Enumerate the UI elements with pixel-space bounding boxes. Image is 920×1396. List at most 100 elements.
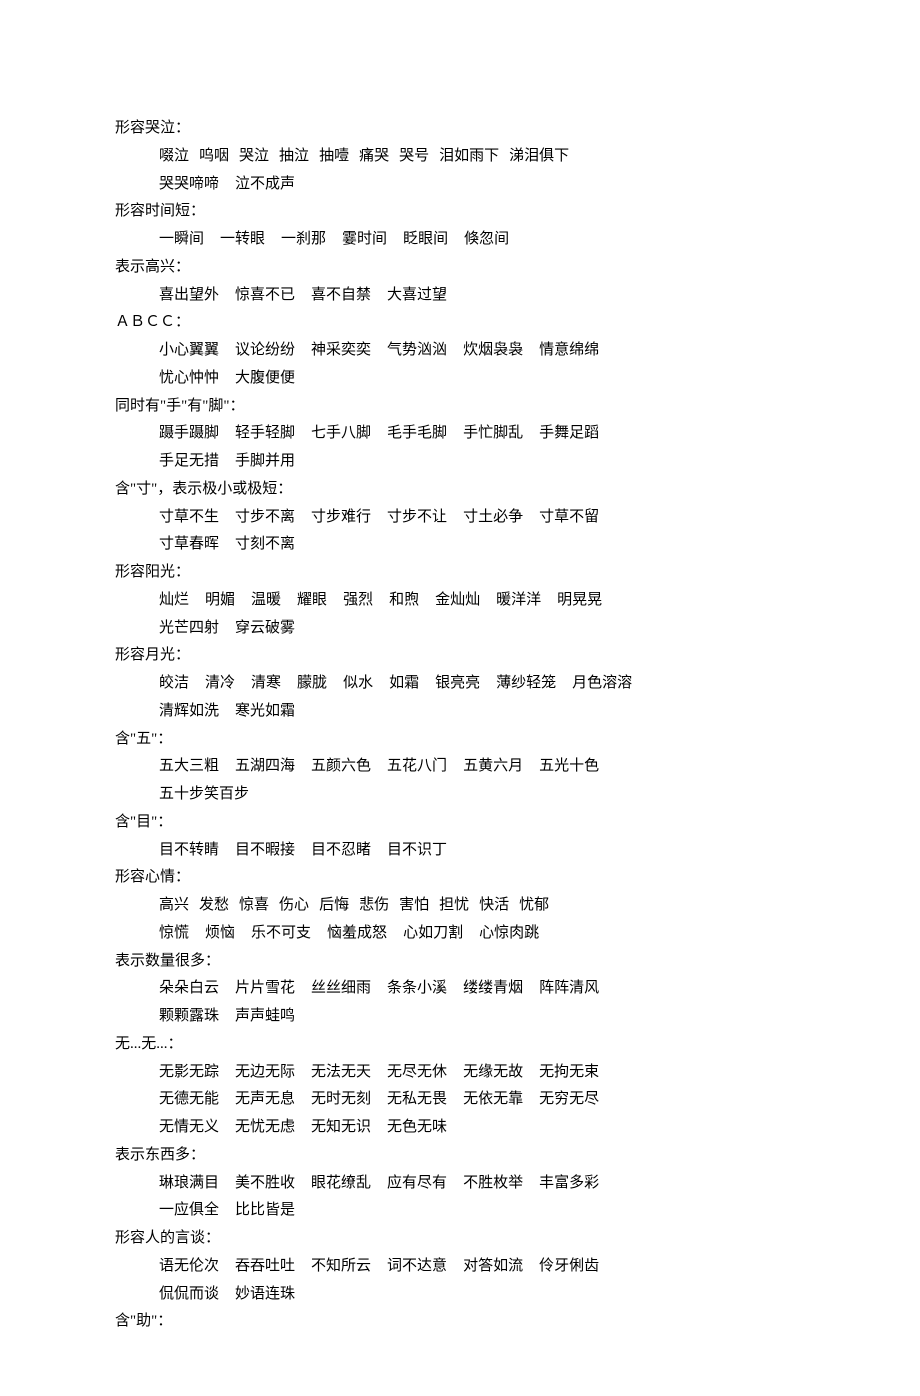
word: 痛哭 xyxy=(359,148,389,164)
word: 泣不成声 xyxy=(235,176,295,192)
word: 无色无味 xyxy=(387,1119,447,1135)
word: 无私无畏 xyxy=(387,1091,447,1107)
section: ＡＢＣＣ：小心翼翼议论纷纷神采奕奕气势汹汹炊烟袅袅情意绵绵忧心忡忡大腹便便 xyxy=(115,309,805,392)
word: 一瞬间 xyxy=(159,231,204,247)
word: 大喜过望 xyxy=(387,287,447,303)
word: 泪如雨下 xyxy=(439,148,499,164)
word: 惊喜不已 xyxy=(235,287,295,303)
word-line: 惊慌烦恼乐不可支恼羞成怒心如刀割心惊肉跳 xyxy=(115,920,805,948)
section: 同时有"手"有"脚"：蹑手蹑脚轻手轻脚七手八脚毛手毛脚手忙脚乱手舞足蹈手足无措手… xyxy=(115,393,805,476)
word-line: 清辉如洗寒光如霜 xyxy=(115,698,805,726)
word: 金灿灿 xyxy=(435,592,480,608)
word: 明媚 xyxy=(205,592,235,608)
word: 颗颗露珠 xyxy=(159,1008,219,1024)
word: 五花八门 xyxy=(387,758,447,774)
word: 词不达意 xyxy=(387,1258,447,1274)
word: 美不胜收 xyxy=(235,1175,295,1191)
word: 轻手轻脚 xyxy=(235,425,295,441)
word: 似水 xyxy=(343,675,373,691)
word: 霎时间 xyxy=(342,231,387,247)
word-line: 朵朵白云片片雪花丝丝细雨条条小溪缕缕青烟阵阵清风 xyxy=(115,975,805,1003)
word-line: 无影无踪无边无际无法无天无尽无休无缘无故无拘无束 xyxy=(115,1059,805,1087)
word: 神采奕奕 xyxy=(311,342,371,358)
word-line: 琳琅满目美不胜收眼花缭乱应有尽有不胜枚举丰富多彩 xyxy=(115,1170,805,1198)
word: 无影无踪 xyxy=(159,1064,219,1080)
word: 穿云破雾 xyxy=(235,620,295,636)
word: 明晃晃 xyxy=(557,592,602,608)
word: 发愁 xyxy=(199,897,229,913)
section-heading: 表示数量很多： xyxy=(115,948,805,976)
word: 目不暇接 xyxy=(235,842,295,858)
word: 惊慌 xyxy=(159,925,189,941)
section: 形容人的言谈：语无伦次吞吞吐吐不知所云词不达意对答如流伶牙俐齿侃侃而谈妙语连珠 xyxy=(115,1225,805,1308)
word-line: 五大三粗五湖四海五颜六色五花八门五黄六月五光十色 xyxy=(115,753,805,781)
word: 温暖 xyxy=(251,592,281,608)
word: 炊烟袅袅 xyxy=(463,342,523,358)
word: 目不识丁 xyxy=(387,842,447,858)
word: 清冷 xyxy=(205,675,235,691)
word: 比比皆是 xyxy=(235,1202,295,1218)
word: 七手八脚 xyxy=(311,425,371,441)
word: 五大三粗 xyxy=(159,758,219,774)
word-line: 颗颗露珠声声蛙鸣 xyxy=(115,1003,805,1031)
word: 寸草春晖 xyxy=(159,536,219,552)
word: 喜不自禁 xyxy=(311,287,371,303)
word: 清寒 xyxy=(251,675,281,691)
word: 五黄六月 xyxy=(463,758,523,774)
word: 耀眼 xyxy=(297,592,327,608)
section: 含"助"： xyxy=(115,1308,805,1336)
word: 后悔 xyxy=(319,897,349,913)
section: 含"寸"，表示极小或极短：寸草不生寸步不离寸步难行寸步不让寸土必争寸草不留寸草春… xyxy=(115,476,805,559)
word-line: 忧心忡忡大腹便便 xyxy=(115,365,805,393)
section: 无...无...：无影无踪无边无际无法无天无尽无休无缘无故无拘无束无德无能无声无… xyxy=(115,1031,805,1142)
section: 含"目"：目不转睛目不暇接目不忍睹目不识丁 xyxy=(115,809,805,865)
word: 阵阵清风 xyxy=(539,980,599,996)
word: 暖洋洋 xyxy=(496,592,541,608)
word: 丰富多彩 xyxy=(539,1175,599,1191)
section: 形容心情：高兴发愁惊喜伤心后悔悲伤害怕担忧快活忧郁惊慌烦恼乐不可支恼羞成怒心如刀… xyxy=(115,864,805,947)
word: 哭泣 xyxy=(239,148,269,164)
word-line: 无德无能无声无息无时无刻无私无畏无依无靠无穷无尽 xyxy=(115,1086,805,1114)
section: 表示数量很多：朵朵白云片片雪花丝丝细雨条条小溪缕缕青烟阵阵清风颗颗露珠声声蛙鸣 xyxy=(115,948,805,1031)
section: 形容阳光：灿烂明媚温暖耀眼强烈和煦金灿灿暖洋洋明晃晃光芒四射穿云破雾 xyxy=(115,559,805,642)
section-heading: 形容哭泣： xyxy=(115,115,805,143)
word: 快活 xyxy=(479,897,509,913)
word: 一转眼 xyxy=(220,231,265,247)
word: 无缘无故 xyxy=(463,1064,523,1080)
word-line: 高兴发愁惊喜伤心后悔悲伤害怕担忧快活忧郁 xyxy=(115,892,805,920)
word: 侃侃而谈 xyxy=(159,1286,219,1302)
word: 手忙脚乱 xyxy=(463,425,523,441)
section: 形容时间短：一瞬间一转眼一刹那霎时间眨眼间倏忽间 xyxy=(115,198,805,254)
word: 蹑手蹑脚 xyxy=(159,425,219,441)
word: 寸草不留 xyxy=(539,509,599,525)
word-line: 皎洁清冷清寒朦胧似水如霜银亮亮薄纱轻笼月色溶溶 xyxy=(115,670,805,698)
section-heading: 形容心情： xyxy=(115,864,805,892)
word: 无依无靠 xyxy=(463,1091,523,1107)
word-line: 无情无义无忧无虑无知无识无色无味 xyxy=(115,1114,805,1142)
section-heading: 表示高兴： xyxy=(115,254,805,282)
word: 无声无息 xyxy=(235,1091,295,1107)
word: 情意绵绵 xyxy=(539,342,599,358)
word: 寸步不让 xyxy=(387,509,447,525)
word: 不胜枚举 xyxy=(463,1175,523,1191)
word: 寸刻不离 xyxy=(235,536,295,552)
word: 倏忽间 xyxy=(464,231,509,247)
section: 表示高兴：喜出望外惊喜不已喜不自禁大喜过望 xyxy=(115,254,805,310)
word: 妙语连珠 xyxy=(235,1286,295,1302)
word: 和煦 xyxy=(389,592,419,608)
word: 无法无天 xyxy=(311,1064,371,1080)
word-line: 啜泣呜咽哭泣抽泣抽噎痛哭哭号泪如雨下涕泪俱下 xyxy=(115,143,805,171)
word: 无时无刻 xyxy=(311,1091,371,1107)
section: 含"五"：五大三粗五湖四海五颜六色五花八门五黄六月五光十色五十步笑百步 xyxy=(115,726,805,809)
word-line: 寸草春晖寸刻不离 xyxy=(115,531,805,559)
section-heading: 含"寸"，表示极小或极短： xyxy=(115,476,805,504)
word: 伤心 xyxy=(279,897,309,913)
word: 声声蛙鸣 xyxy=(235,1008,295,1024)
section-heading: 表示东西多： xyxy=(115,1142,805,1170)
word: 伶牙俐齿 xyxy=(539,1258,599,1274)
word-line: 小心翼翼议论纷纷神采奕奕气势汹汹炊烟袅袅情意绵绵 xyxy=(115,337,805,365)
word: 手舞足蹈 xyxy=(539,425,599,441)
section-heading: 形容月光： xyxy=(115,642,805,670)
word-line: 侃侃而谈妙语连珠 xyxy=(115,1281,805,1309)
word: 啜泣 xyxy=(159,148,189,164)
